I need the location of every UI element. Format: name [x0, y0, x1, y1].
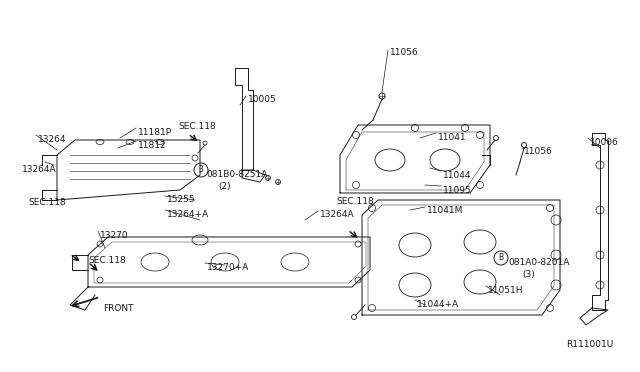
Text: 081B0-8251A: 081B0-8251A [206, 170, 268, 179]
Text: 3: 3 [198, 166, 204, 174]
Text: 11056: 11056 [524, 147, 553, 156]
Text: 11041M: 11041M [427, 206, 463, 215]
Text: 10005: 10005 [248, 95, 276, 104]
Text: 11041: 11041 [438, 133, 467, 142]
Text: (3): (3) [522, 270, 535, 279]
Text: 11051H: 11051H [488, 286, 524, 295]
Text: 10006: 10006 [590, 138, 619, 147]
Text: 11095: 11095 [443, 186, 472, 195]
Text: 11044: 11044 [443, 171, 472, 180]
Text: SEC.118: SEC.118 [28, 198, 66, 207]
Text: FRONT: FRONT [103, 304, 134, 313]
Text: 13264A: 13264A [22, 165, 56, 174]
Text: 15255: 15255 [167, 195, 196, 204]
Text: 13270: 13270 [100, 231, 129, 240]
Text: SEC.118: SEC.118 [178, 122, 216, 131]
Text: 13264+A: 13264+A [167, 210, 209, 219]
Text: 13264: 13264 [38, 135, 67, 144]
Text: 11044+A: 11044+A [417, 300, 459, 309]
Text: R111001U: R111001U [566, 340, 613, 349]
Text: 11056: 11056 [390, 48, 419, 57]
Text: SEC.118: SEC.118 [88, 256, 125, 265]
Text: 081A0-8201A: 081A0-8201A [508, 258, 570, 267]
Text: 13264A: 13264A [320, 210, 355, 219]
Text: 11181P: 11181P [138, 128, 172, 137]
Text: 13270+A: 13270+A [207, 263, 249, 272]
Text: 11812: 11812 [138, 141, 166, 150]
Text: B: B [499, 253, 504, 263]
Text: (2): (2) [218, 182, 230, 191]
Text: SEC.118: SEC.118 [336, 197, 374, 206]
